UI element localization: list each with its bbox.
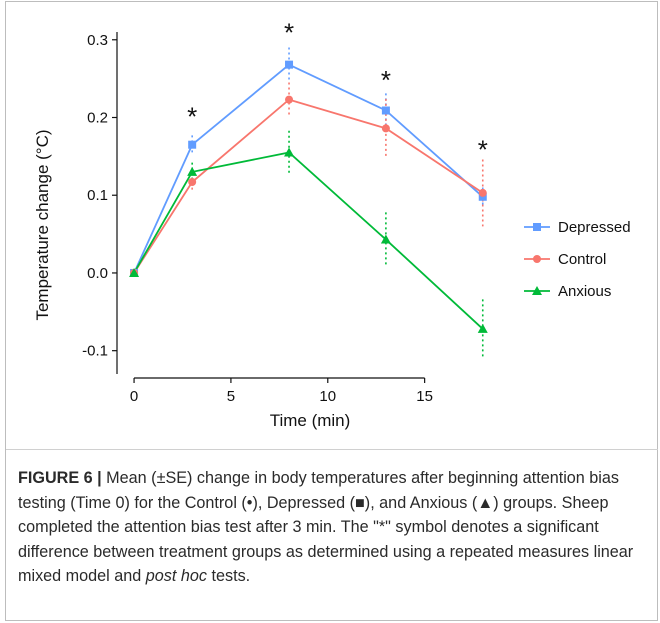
caption-label: FIGURE 6 | [18,469,102,487]
significance-annotations: * * * * [187,18,488,165]
error-bars [191,47,484,359]
depressed-legend-marker [533,223,541,231]
anxious-legend-label: Anxious [558,283,611,300]
control-data-point [381,124,390,133]
y-tick-label: 0.1 [87,187,108,204]
control-legend-label: Control [558,251,606,268]
significance-asterisk: * [284,18,294,48]
significance-asterisk: * [187,102,197,132]
y-tick-label: 0.2 [87,110,108,127]
anxious-legend-marker [532,286,542,295]
depressed-data-point [188,140,197,149]
chart-axes: -0.1 0.0 0.1 0.2 0.3 0 5 10 15 [82,32,433,405]
figure-frame [5,1,658,621]
caption-text-1: Mean (±SE) change in body temperatures a… [18,469,634,586]
significance-asterisk: * [478,134,488,164]
anxious-data-point [187,166,198,176]
caption-divider [6,449,658,450]
depressed-data-point [381,106,390,115]
caption-text-2: tests. [206,567,251,586]
x-tick-label: 5 [227,388,235,405]
anxious-data-point [380,234,391,244]
control-data-point [188,178,197,187]
figure-caption: FIGURE 6 | Mean (±SE) change in body tem… [18,466,648,589]
significance-asterisk: * [381,65,391,95]
y-tick-label: 0.0 [87,265,108,282]
y-tick-label: -0.1 [82,343,108,360]
anxious-data-point [477,323,488,333]
control-legend-marker [533,255,541,263]
control-data-point [285,95,294,104]
x-tick-label: 0 [130,388,138,405]
x-axis-label: Time (min) [270,411,351,430]
y-axis-label: Temperature change (°C) [33,129,52,320]
anxious-data-point [129,267,140,277]
line-chart: -0.1 0.0 0.1 0.2 0.3 0 5 10 15 * * * * Depressed Con… [33,18,631,430]
anxious-data-point [284,147,295,157]
caption-italic: post hoc [145,567,207,586]
depressed-data-point [285,60,294,69]
series-markers [129,60,488,333]
depressed-legend-label: Depressed [558,219,631,236]
y-tick-label: 0.3 [87,32,108,49]
chart-legend: Depressed Control Anxious [524,219,631,300]
x-tick-label: 15 [416,388,433,405]
x-tick-label: 10 [319,388,336,405]
anxious-series-line [133,151,484,330]
control-data-point [478,188,487,197]
